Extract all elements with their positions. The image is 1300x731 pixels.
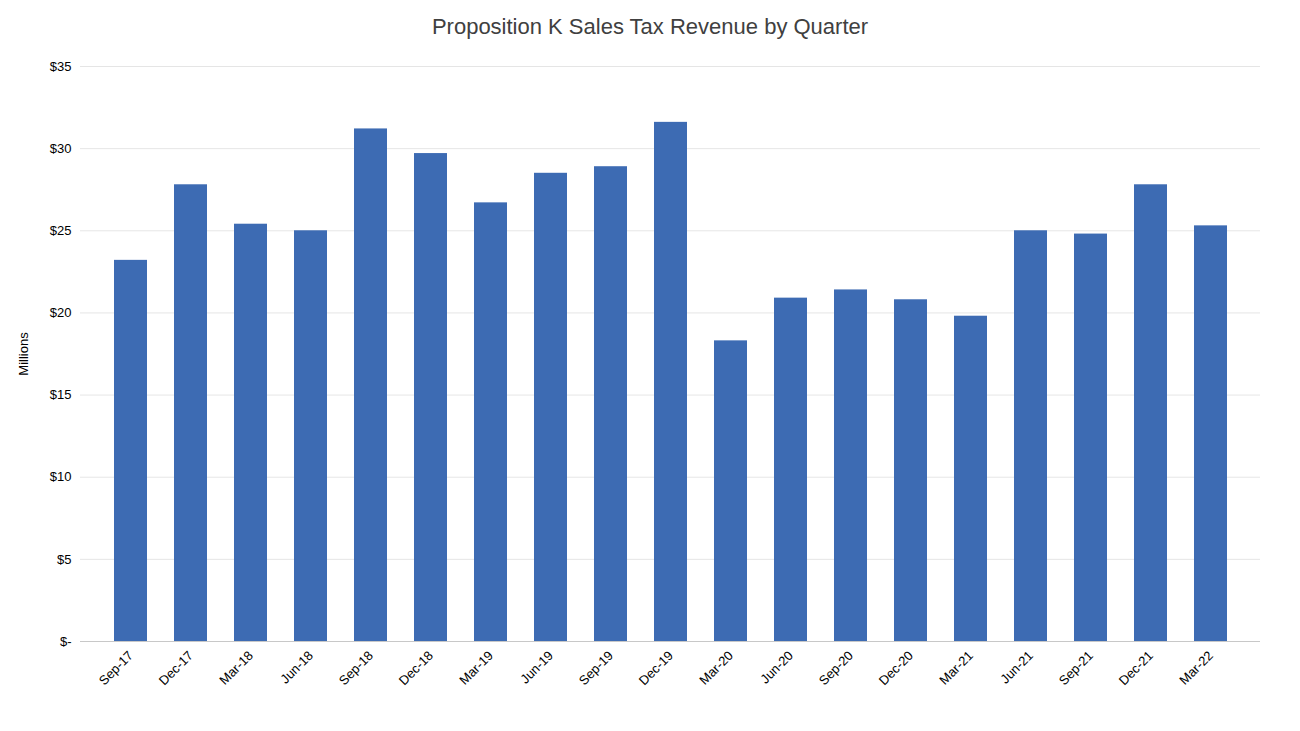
svg-text:Dec-17: Dec-17 xyxy=(156,648,196,688)
svg-text:Jun-18: Jun-18 xyxy=(277,648,316,687)
svg-text:Jun-21: Jun-21 xyxy=(997,648,1036,687)
svg-text:$35: $35 xyxy=(50,59,72,74)
html-text:Proposition K Sales Tax Revenu: Proposition K Sales Tax Revenue by Quart… xyxy=(431,14,869,39)
svg-text:Sep-17: Sep-17 xyxy=(96,648,136,688)
svg-text:Sep-19: Sep-19 xyxy=(576,648,616,688)
svg-text:Dec-19: Dec-19 xyxy=(636,648,676,688)
svg-text:Sep-18: Sep-18 xyxy=(336,648,376,688)
svg-text:$15: $15 xyxy=(50,387,72,402)
svg-text:$10: $10 xyxy=(50,469,72,484)
svg-text:Mar-21: Mar-21 xyxy=(936,648,976,688)
svg-text:$-: $- xyxy=(60,634,72,649)
svg-text:Jun-20: Jun-20 xyxy=(757,648,796,687)
svg-text:Millions: Millions xyxy=(16,332,31,376)
svg-text:Dec-18: Dec-18 xyxy=(396,648,436,688)
svg-text:Sep-20: Sep-20 xyxy=(816,648,856,688)
svg-text:Dec-20: Dec-20 xyxy=(876,648,916,688)
svg-text:$5: $5 xyxy=(57,552,71,567)
svg-text:Mar-19: Mar-19 xyxy=(456,648,496,688)
svg-text:Mar-18: Mar-18 xyxy=(216,648,256,688)
svg-text:Jun-19: Jun-19 xyxy=(517,648,556,687)
svg-text:Sep-21: Sep-21 xyxy=(1056,648,1096,688)
svg-text:Mar-20: Mar-20 xyxy=(696,648,736,688)
svg-text:$30: $30 xyxy=(50,141,72,156)
svg-text:$25: $25 xyxy=(50,223,72,238)
svg-text:$20: $20 xyxy=(50,305,72,320)
svg-text:Dec-21: Dec-21 xyxy=(1116,648,1156,688)
svg-text:Mar-22: Mar-22 xyxy=(1176,648,1216,688)
